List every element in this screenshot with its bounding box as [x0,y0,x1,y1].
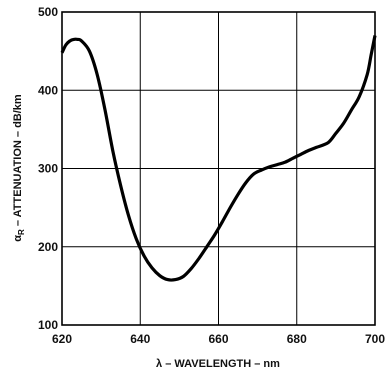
grid [62,12,375,325]
y-tick-label: 500 [38,5,58,19]
x-tick-label: 640 [130,332,150,346]
y-tick-label: 200 [38,240,58,254]
x-tick-label: 620 [52,332,72,346]
y-tick-label: 400 [38,83,58,97]
x-axis-label: λ – WAVELENGTH – nm [156,358,280,370]
y-tick-label: 100 [38,318,58,332]
plot-frame [61,11,376,326]
y-axis-label: αR – ATTENUATION – dB/km [12,94,26,242]
x-tick-label: 700 [365,332,385,346]
plot-area [60,35,377,282]
tick-labels: 620 640 660 680 700 100 200 300 400 500 [38,5,385,346]
x-tick-label: 660 [208,332,228,346]
x-tick-label: 680 [287,332,307,346]
attenuation-curve [60,35,377,282]
y-tick-label: 300 [38,162,58,176]
